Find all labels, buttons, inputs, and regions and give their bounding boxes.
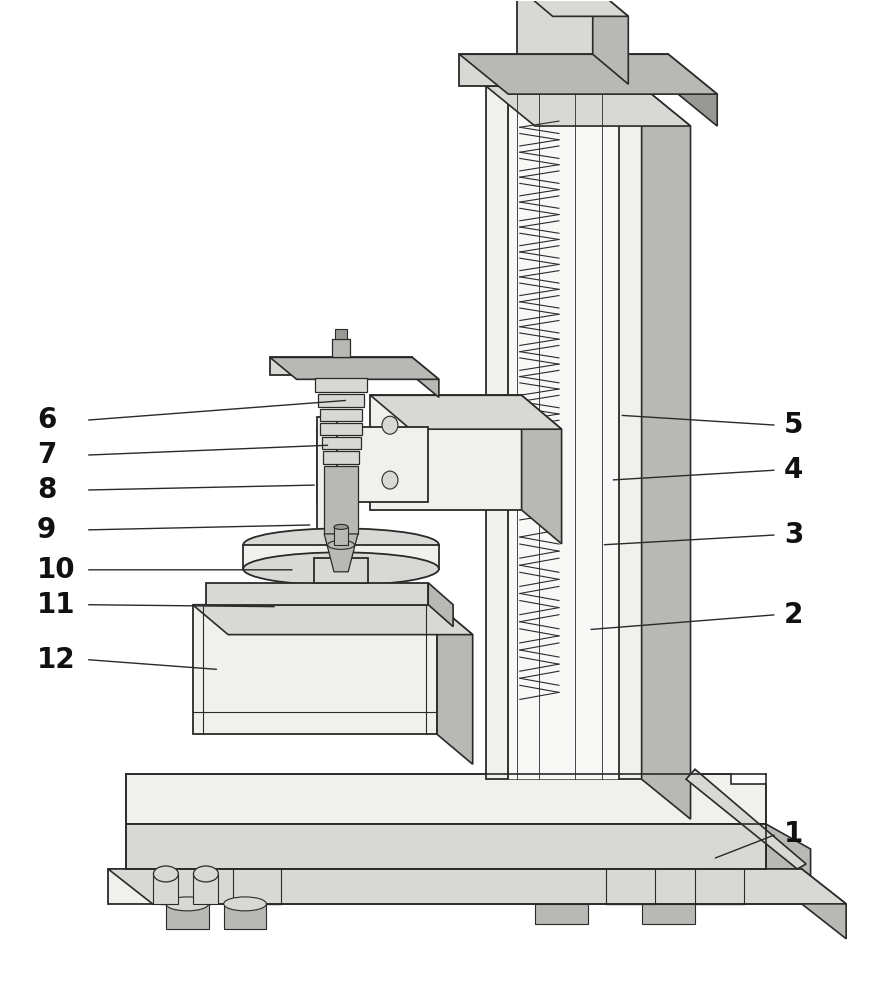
Polygon shape xyxy=(517,0,628,16)
Ellipse shape xyxy=(382,416,398,434)
Bar xyxy=(334,527,348,545)
Polygon shape xyxy=(802,869,847,939)
Bar xyxy=(619,86,641,779)
Bar xyxy=(194,874,219,904)
Ellipse shape xyxy=(153,866,178,882)
Text: 9: 9 xyxy=(37,516,56,544)
Text: 12: 12 xyxy=(37,646,76,674)
Bar xyxy=(270,357,412,375)
Ellipse shape xyxy=(244,552,439,585)
Bar xyxy=(370,395,522,510)
Polygon shape xyxy=(641,86,690,819)
Polygon shape xyxy=(370,395,562,429)
Bar xyxy=(319,423,362,435)
Bar xyxy=(108,869,802,904)
Bar xyxy=(535,904,589,924)
Bar xyxy=(206,583,428,605)
Bar xyxy=(319,409,362,421)
Polygon shape xyxy=(324,534,358,572)
Bar xyxy=(321,437,360,449)
Bar xyxy=(317,427,428,502)
Bar xyxy=(332,339,350,357)
Bar xyxy=(324,466,358,534)
Ellipse shape xyxy=(327,540,354,549)
Ellipse shape xyxy=(382,471,398,489)
Bar xyxy=(508,86,619,779)
Text: 2: 2 xyxy=(784,601,804,629)
Bar xyxy=(334,329,347,339)
Text: 10: 10 xyxy=(37,556,76,584)
Bar xyxy=(244,545,439,569)
Polygon shape xyxy=(193,605,473,635)
Bar xyxy=(695,869,744,904)
Bar xyxy=(193,605,437,734)
Polygon shape xyxy=(592,0,628,84)
Bar xyxy=(224,904,267,929)
Bar xyxy=(641,904,695,924)
Text: 3: 3 xyxy=(784,521,804,549)
Text: 8: 8 xyxy=(37,476,56,504)
Bar xyxy=(314,558,368,583)
Text: 7: 7 xyxy=(37,441,56,469)
Polygon shape xyxy=(459,54,717,94)
Bar xyxy=(486,86,508,779)
Text: 5: 5 xyxy=(784,411,804,439)
Polygon shape xyxy=(270,357,439,379)
Bar xyxy=(166,904,209,929)
Text: 11: 11 xyxy=(37,591,76,619)
Bar xyxy=(161,869,211,904)
Polygon shape xyxy=(126,824,766,869)
Polygon shape xyxy=(522,395,562,544)
Bar xyxy=(606,869,655,904)
Polygon shape xyxy=(486,86,690,126)
Bar xyxy=(317,417,336,612)
Bar xyxy=(315,378,367,392)
Polygon shape xyxy=(686,769,806,869)
Polygon shape xyxy=(668,54,717,126)
Polygon shape xyxy=(437,605,473,764)
Ellipse shape xyxy=(224,897,267,911)
Polygon shape xyxy=(126,774,766,824)
Bar xyxy=(153,874,178,904)
Ellipse shape xyxy=(244,528,439,561)
Bar xyxy=(459,54,668,86)
Bar xyxy=(318,394,364,407)
Polygon shape xyxy=(428,583,453,627)
Polygon shape xyxy=(108,869,847,904)
Text: 6: 6 xyxy=(37,406,56,434)
Ellipse shape xyxy=(194,866,219,882)
Ellipse shape xyxy=(166,897,209,911)
Bar xyxy=(233,869,282,904)
Bar xyxy=(323,451,359,464)
Text: 4: 4 xyxy=(784,456,804,484)
Bar xyxy=(517,0,592,54)
Ellipse shape xyxy=(334,524,348,529)
Polygon shape xyxy=(766,824,811,894)
Polygon shape xyxy=(412,357,439,397)
Text: 1: 1 xyxy=(784,820,803,848)
